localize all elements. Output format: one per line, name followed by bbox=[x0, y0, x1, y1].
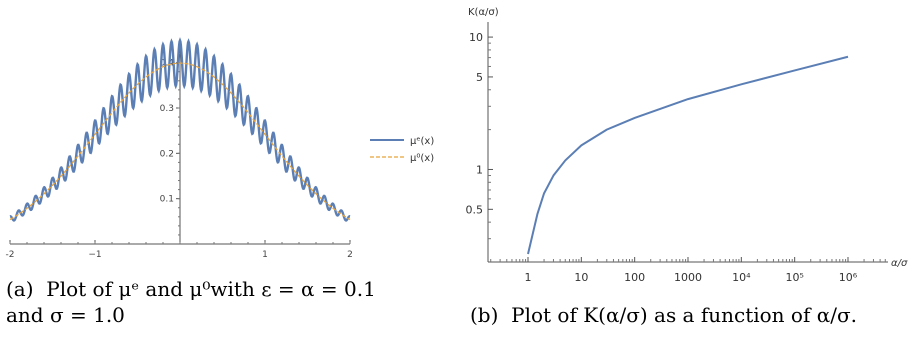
chart-a-y-tick-label: 0.2 bbox=[160, 149, 174, 159]
chart-b-xlabel: α/σ bbox=[891, 258, 908, 269]
caption-a-line1: (a) Plot of μᵉ and μ⁰with ε = α = 0.1 bbox=[6, 277, 376, 301]
chart-a-series-mu-0-line bbox=[9, 62, 351, 221]
chart-b-y-tick-label: 0.5 bbox=[466, 203, 484, 216]
chart-a-axes bbox=[10, 40, 350, 245]
chart-b-x-tick-label: 10⁵ bbox=[785, 271, 803, 284]
chart-b-x-tick-label: 100 bbox=[624, 271, 645, 284]
chart-a-x-tick-label: 2 bbox=[347, 250, 353, 260]
chart-b-ticks: 1 10 100 1000 10⁴ 10⁵ 10⁶ 0.5 1 5 10 bbox=[466, 31, 886, 284]
chart-a-series-mu-eps-line bbox=[9, 37, 351, 222]
chart-a: -2 −1 1 2 0.1 0.2 0.3 0.4 μᵉ(x) μ⁰(x) bbox=[6, 37, 434, 260]
caption-b: (b) Plot of K(α/σ) as a function of α/σ. bbox=[470, 303, 857, 327]
chart-a-x-tick-label: 1 bbox=[262, 250, 268, 260]
chart-a-x-tick-label: -2 bbox=[6, 250, 15, 260]
chart-b-ylabel: K(α/σ) bbox=[468, 7, 499, 18]
chart-b-y-tick-label: 10 bbox=[469, 31, 483, 44]
chart-b-x-tick-label: 10⁶ bbox=[839, 271, 858, 284]
chart-b-series bbox=[527, 55, 849, 255]
caption-a-line2: and σ = 1.0 bbox=[6, 303, 125, 327]
chart-a-ticks: -2 −1 1 2 0.1 0.2 0.3 0.4 bbox=[6, 44, 353, 260]
chart-a-legend: μᵉ(x) μ⁰(x) bbox=[370, 136, 434, 164]
chart-a-x-tick-label: −1 bbox=[88, 250, 101, 260]
chart-b: 1 10 100 1000 10⁴ 10⁵ 10⁶ 0.5 1 5 10 K(α/σ) α/σ bbox=[466, 7, 908, 284]
chart-b-y-tick-label: 1 bbox=[476, 163, 483, 176]
chart-b-x-tick-label: 10⁴ bbox=[732, 271, 751, 284]
chart-b-axes bbox=[487, 22, 888, 263]
legend-label-mu-eps: μᵉ(x) bbox=[410, 136, 434, 147]
chart-a-y-tick-label: 0.4 bbox=[160, 59, 175, 69]
chart-a-y-tick-label: 0.1 bbox=[160, 195, 174, 205]
chart-a-y-tick-label: 0.3 bbox=[160, 104, 174, 114]
chart-b-x-tick-label: 10 bbox=[574, 271, 588, 284]
chart-a-series bbox=[9, 37, 351, 222]
chart-b-x-tick-label: 1 bbox=[525, 271, 532, 284]
chart-b-series-line bbox=[527, 55, 849, 255]
chart-b-y-tick-label: 5 bbox=[476, 71, 483, 84]
legend-label-mu-0: μ⁰(x) bbox=[410, 153, 434, 164]
chart-b-x-tick-label: 1000 bbox=[674, 271, 702, 284]
